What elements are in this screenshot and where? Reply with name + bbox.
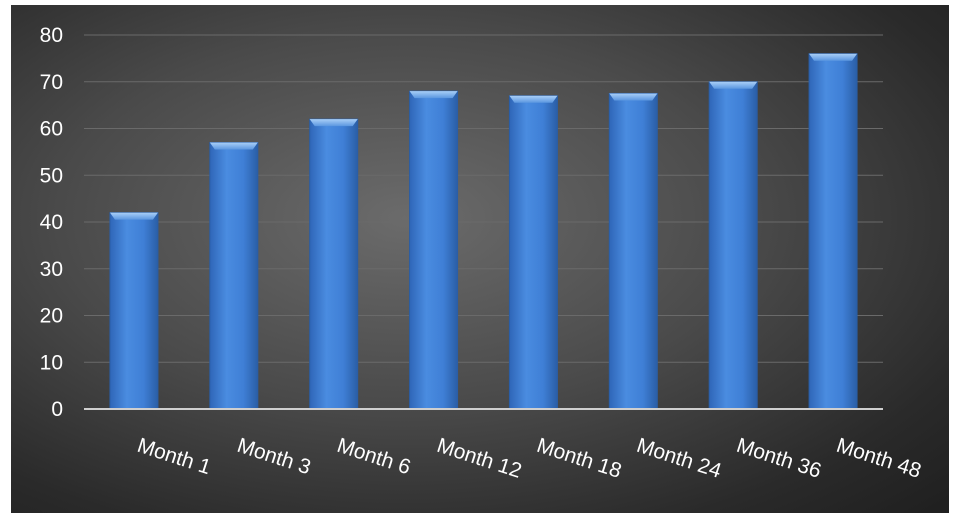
bar-month-48 — [808, 53, 858, 410]
chart-area: 0 10 20 30 40 50 60 70 80 Month 1 Month 3 Month 6 Mo… — [11, 5, 949, 513]
bar — [209, 142, 259, 410]
y-tick-label: 60 — [40, 118, 63, 141]
bar-chart: 0 10 20 30 40 50 60 70 80 Month 1 Month 3 Month 6 Mo… — [40, 24, 924, 483]
bar — [808, 53, 858, 410]
bar-month-24 — [608, 92, 658, 410]
bar-month-6 — [309, 118, 359, 410]
bar-month-18 — [508, 95, 558, 410]
bar-month-12 — [409, 90, 459, 410]
y-tick-label: 70 — [40, 71, 63, 94]
bar-cap — [709, 81, 758, 89]
bar-month-3 — [209, 142, 259, 410]
bar-month-1 — [109, 212, 159, 410]
bar — [508, 95, 558, 410]
bar-cap — [309, 119, 358, 127]
x-tick-label: Month 24 — [634, 434, 725, 483]
bar-cap — [609, 93, 658, 101]
x-tick-label: Month 48 — [834, 434, 924, 483]
x-tick-label: Month 1 — [134, 434, 213, 479]
gridlines — [84, 34, 883, 363]
bars — [109, 53, 858, 410]
bar — [708, 81, 758, 410]
bar — [309, 118, 359, 410]
y-tick-label: 80 — [40, 24, 63, 47]
bar — [608, 92, 658, 410]
x-tick-label: Month 18 — [534, 434, 624, 483]
x-tick-label: Month 3 — [234, 434, 313, 479]
y-tick-label: 30 — [40, 258, 63, 281]
y-tick-label: 40 — [40, 211, 63, 234]
bar-cap — [409, 91, 458, 99]
y-tick-label: 50 — [40, 164, 63, 187]
bar-cap — [109, 212, 158, 220]
y-tick-label: 10 — [40, 351, 63, 374]
x-tick-label: Month 12 — [434, 434, 524, 483]
bar — [409, 90, 459, 410]
bar-cap — [509, 95, 558, 103]
bar-month-36 — [708, 81, 758, 410]
x-tick-label: Month 6 — [334, 434, 413, 479]
y-tick-label: 20 — [40, 305, 63, 328]
labels: 0 10 20 30 40 50 60 70 80 Month 1 Month 3 Month 6 Mo… — [40, 24, 924, 483]
x-tick-label: Month 36 — [734, 434, 824, 483]
bar-cap — [209, 142, 258, 150]
bar — [109, 212, 159, 410]
bar-cap — [809, 53, 858, 61]
y-tick-label: 0 — [51, 398, 63, 421]
